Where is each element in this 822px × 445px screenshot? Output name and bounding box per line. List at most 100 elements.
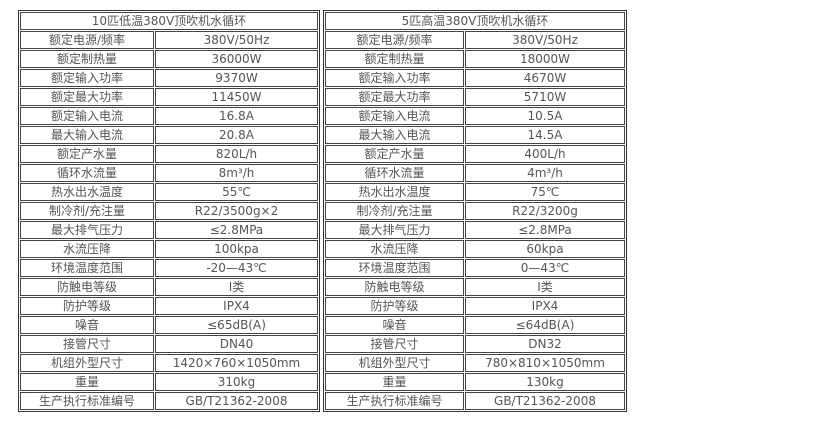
spec-value: ≤2.8MPa: [465, 221, 625, 239]
spec-value: I类: [465, 278, 625, 296]
spec-label: 生产执行标准编号: [20, 392, 154, 410]
spec-value: 820L/h: [155, 145, 318, 163]
spec-value: 20.8A: [155, 126, 318, 144]
spec-label: 噪音: [20, 316, 154, 334]
table-title: 5匹高温380V顶吹机水循环: [325, 12, 625, 30]
table-row: 额定最大功率 5710W: [325, 88, 625, 106]
spec-label: 额定输入功率: [20, 69, 154, 87]
spec-label: 接管尺寸: [325, 335, 464, 353]
spec-label: 额定最大功率: [325, 88, 464, 106]
spec-value: DN40: [155, 335, 318, 353]
spec-label: 机组外型尺寸: [20, 354, 154, 372]
spec-value: 0—43℃: [465, 259, 625, 277]
spec-label: 额定产水量: [325, 145, 464, 163]
spec-value: IPX4: [155, 297, 318, 315]
spec-value: 18000W: [465, 50, 625, 68]
spec-label: 循环水流量: [325, 164, 464, 182]
table-row: 额定产水量 400L/h: [325, 145, 625, 163]
table-row: 制冷剂/充注量 R22/3500g×2: [20, 202, 318, 220]
spec-label: 防护等级: [325, 297, 464, 315]
table-row: 机组外型尺寸 780×810×1050mm: [325, 354, 625, 372]
spec-value: ≤64dB(A): [465, 316, 625, 334]
table-row: 额定电源/频率 380V/50Hz: [325, 31, 625, 49]
spec-value: 8m³/h: [155, 164, 318, 182]
spec-label: 循环水流量: [20, 164, 154, 182]
spec-value: DN32: [465, 335, 625, 353]
spec-label: 额定输入电流: [325, 107, 464, 125]
table-row: 最大输入电流 14.5A: [325, 126, 625, 144]
spec-value: -20—43℃: [155, 259, 318, 277]
spec-table-5hp: 5匹高温380V顶吹机水循环 额定电源/频率 380V/50Hz 额定制热量 18000…: [323, 10, 627, 412]
spec-label: 接管尺寸: [20, 335, 154, 353]
spec-value: IPX4: [465, 297, 625, 315]
table-row: 额定输入电流 10.5A: [325, 107, 625, 125]
table-row: 额定最大功率 11450W: [20, 88, 318, 106]
spec-value: 4670W: [465, 69, 625, 87]
spec-label: 生产执行标准编号: [325, 392, 464, 410]
spec-label: 防触电等级: [20, 278, 154, 296]
table-row: 防触电等级 I类: [20, 278, 318, 296]
table-row: 热水出水温度 55℃: [20, 183, 318, 201]
table-row: 循环水流量 4m³/h: [325, 164, 625, 182]
spec-value: 380V/50Hz: [155, 31, 318, 49]
spec-value: GB/T21362-2008: [155, 392, 318, 410]
spec-value: 380V/50Hz: [465, 31, 625, 49]
table-row: 重量 130kg: [325, 373, 625, 391]
spec-label: 额定输入电流: [20, 107, 154, 125]
table-header-row: 10匹低温380V顶吹机水循环: [20, 12, 318, 30]
spec-value: 75℃: [465, 183, 625, 201]
table-row: 机组外型尺寸 1420×760×1050mm: [20, 354, 318, 372]
spec-value: 14.5A: [465, 126, 625, 144]
spec-table-10hp: 10匹低温380V顶吹机水循环 额定电源/频率 380V/50Hz 额定制热量 3600…: [18, 10, 320, 412]
spec-label: 额定制热量: [20, 50, 154, 68]
spec-value: 780×810×1050mm: [465, 354, 625, 372]
table-row: 水流压降 100kpa: [20, 240, 318, 258]
table-row: 最大排气压力 ≤2.8MPa: [325, 221, 625, 239]
spec-value: I类: [155, 278, 318, 296]
spec-label: 噪音: [325, 316, 464, 334]
spec-label: 制冷剂/充注量: [20, 202, 154, 220]
table-row: 重量 310kg: [20, 373, 318, 391]
spec-label: 防触电等级: [325, 278, 464, 296]
table-row: 最大排气压力 ≤2.8MPa: [20, 221, 318, 239]
spec-value: 100kpa: [155, 240, 318, 258]
spec-label: 环境温度范围: [20, 259, 154, 277]
spec-value: 60kpa: [465, 240, 625, 258]
spec-value: 36000W: [155, 50, 318, 68]
spec-label: 最大排气压力: [325, 221, 464, 239]
spec-value: 310kg: [155, 373, 318, 391]
spec-value: ≤65dB(A): [155, 316, 318, 334]
table-title: 10匹低温380V顶吹机水循环: [20, 12, 318, 30]
table-row: 额定输入电流 16.8A: [20, 107, 318, 125]
table-row: 生产执行标准编号 GB/T21362-2008: [20, 392, 318, 410]
spec-label: 额定最大功率: [20, 88, 154, 106]
spec-value: 5710W: [465, 88, 625, 106]
table-row: 额定制热量 36000W: [20, 50, 318, 68]
spec-value: 10.5A: [465, 107, 625, 125]
table-row: 生产执行标准编号 GB/T21362-2008: [325, 392, 625, 410]
table-row: 额定电源/频率 380V/50Hz: [20, 31, 318, 49]
spec-value: 16.8A: [155, 107, 318, 125]
spec-label: 最大排气压力: [20, 221, 154, 239]
table-row: 额定输入功率 4670W: [325, 69, 625, 87]
spec-label: 机组外型尺寸: [325, 354, 464, 372]
spec-label: 额定输入功率: [325, 69, 464, 87]
spec-label: 额定制热量: [325, 50, 464, 68]
spec-value: 11450W: [155, 88, 318, 106]
table-row: 噪音 ≤65dB(A): [20, 316, 318, 334]
spec-label: 制冷剂/充注量: [325, 202, 464, 220]
table-row: 循环水流量 8m³/h: [20, 164, 318, 182]
table-row: 噪音 ≤64dB(A): [325, 316, 625, 334]
spec-value: R22/3500g×2: [155, 202, 318, 220]
spec-label: 防护等级: [20, 297, 154, 315]
table-row: 防护等级 IPX4: [20, 297, 318, 315]
spec-label: 热水出水温度: [20, 183, 154, 201]
spec-label: 最大输入电流: [20, 126, 154, 144]
spec-label: 重量: [20, 373, 154, 391]
table-row: 额定制热量 18000W: [325, 50, 625, 68]
spec-label: 额定电源/频率: [20, 31, 154, 49]
spec-label: 环境温度范围: [325, 259, 464, 277]
spec-label: 最大输入电流: [325, 126, 464, 144]
spec-value: 55℃: [155, 183, 318, 201]
table-row: 环境温度范围 0—43℃: [325, 259, 625, 277]
